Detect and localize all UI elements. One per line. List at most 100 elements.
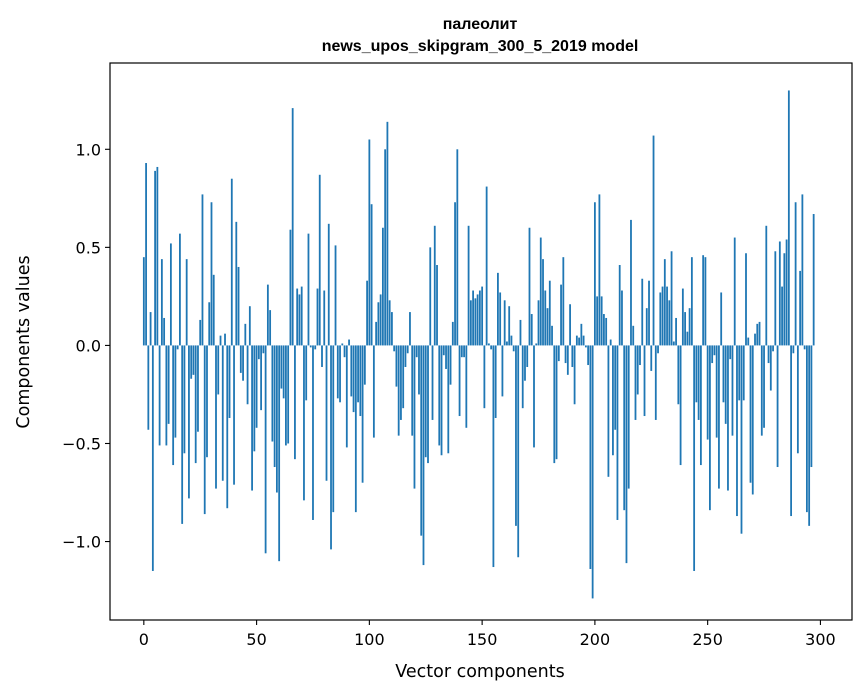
bar (181, 345, 184, 524)
bar (433, 225, 436, 346)
bar (801, 194, 804, 346)
chart-title: палеолит (443, 16, 518, 33)
bar (799, 270, 802, 346)
bar-series (142, 90, 815, 599)
bar (330, 345, 332, 550)
bar (546, 308, 549, 346)
bar (366, 280, 368, 346)
bar (711, 345, 714, 364)
bar (436, 265, 438, 346)
bar (792, 345, 795, 354)
bar (445, 345, 447, 369)
bar (612, 345, 614, 456)
bar (684, 312, 686, 346)
bar (260, 345, 262, 411)
bar (255, 345, 258, 428)
bar (384, 149, 387, 346)
bar (192, 345, 195, 375)
bar (614, 345, 617, 430)
bar (420, 345, 423, 536)
bar (774, 251, 777, 346)
bar (458, 345, 461, 417)
bar (769, 345, 772, 391)
bar (185, 259, 188, 346)
bar (794, 202, 797, 346)
x-axis-label: Vector components (395, 662, 564, 682)
bar (154, 170, 156, 346)
bar (285, 345, 287, 446)
bar (257, 345, 260, 360)
bar (704, 257, 707, 346)
bar (233, 345, 235, 485)
bar (810, 345, 813, 468)
bar (472, 290, 474, 346)
bar (722, 345, 725, 403)
bar (650, 345, 653, 371)
bar (321, 345, 323, 367)
bar (305, 345, 308, 401)
bar (636, 345, 639, 395)
bar (348, 339, 350, 346)
bar (745, 253, 747, 346)
bar (519, 319, 522, 346)
bar (485, 186, 488, 346)
bar (528, 227, 531, 346)
bar (465, 345, 468, 428)
bar (262, 345, 265, 354)
y-tick-label: −1.0 (62, 533, 101, 552)
bar (237, 266, 240, 346)
bar (230, 178, 233, 346)
x-tick-label: 250 (692, 630, 723, 649)
bar (754, 333, 756, 346)
bar (729, 345, 732, 360)
bar (363, 345, 366, 385)
bar (515, 345, 517, 526)
bar (203, 345, 206, 515)
bar (497, 272, 499, 346)
bar (474, 298, 477, 346)
bar (727, 345, 729, 491)
bar (551, 325, 553, 346)
bar (235, 221, 238, 346)
bar (404, 345, 407, 367)
bar (266, 284, 269, 346)
bar (454, 202, 456, 346)
bar (785, 239, 788, 346)
bar (393, 345, 396, 352)
bar (675, 317, 677, 346)
bar (625, 345, 628, 564)
bar (508, 306, 511, 346)
bar (145, 163, 147, 346)
bar (411, 345, 414, 436)
bar (476, 294, 479, 346)
bar (429, 247, 432, 346)
x-tick-label: 0 (139, 630, 149, 649)
bar (309, 345, 312, 348)
bar (318, 174, 321, 346)
bar (179, 233, 181, 346)
bar (751, 345, 754, 495)
bar (521, 345, 524, 409)
bar (418, 345, 420, 395)
bar (575, 335, 578, 346)
bar (632, 325, 635, 346)
bar (287, 345, 290, 444)
bar (787, 90, 790, 346)
bar (740, 345, 743, 534)
bar (715, 345, 718, 438)
x-tick-label: 200 (580, 630, 611, 649)
bar (506, 341, 508, 346)
bar (327, 223, 330, 346)
bar (339, 345, 341, 403)
bar (224, 333, 226, 346)
bar (697, 345, 700, 420)
bar (228, 345, 231, 418)
bar (343, 345, 346, 358)
y-tick-label: 0.0 (76, 336, 101, 355)
bar (553, 345, 556, 464)
bar (406, 345, 409, 354)
bar (456, 149, 459, 346)
bar (354, 345, 357, 513)
bar (357, 345, 359, 403)
